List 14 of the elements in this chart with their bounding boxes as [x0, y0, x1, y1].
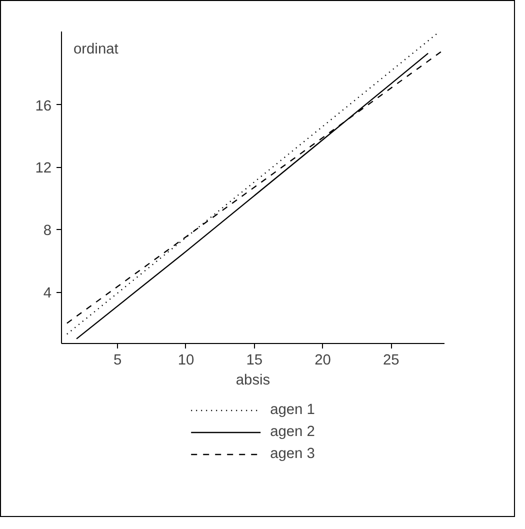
y-tick-label: 4 [43, 286, 52, 302]
y-tick-label: 8 [43, 223, 52, 240]
x-tick-label: 25 [383, 352, 400, 368]
y-axis-title: ordinat [74, 42, 118, 58]
legend-label: agen 2 [270, 424, 315, 440]
x-tick-label: 10 [178, 352, 194, 368]
y-tick-label: 12 [35, 160, 52, 177]
legend-label: agen 3 [270, 446, 315, 462]
x-axis-title: absis [236, 372, 270, 388]
x-tick-label: 20 [314, 352, 331, 368]
y-tick-label: 16 [35, 98, 52, 114]
x-tick-label: 5 [114, 352, 122, 368]
x-tick-label: 15 [246, 352, 263, 368]
legend-label: agen 1 [270, 402, 315, 418]
